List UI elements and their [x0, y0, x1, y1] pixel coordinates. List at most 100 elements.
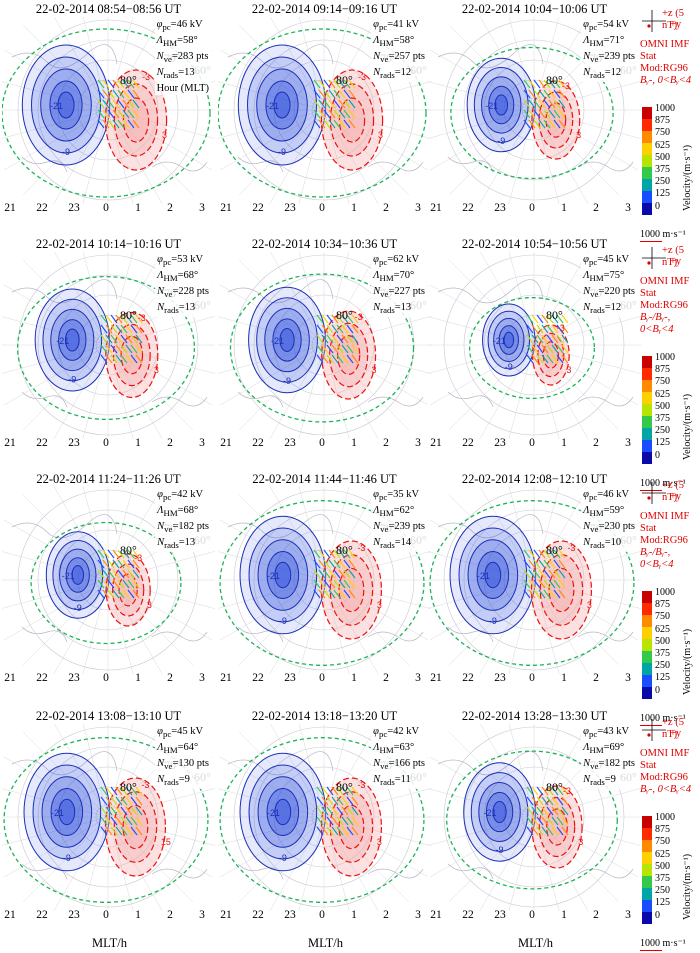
reference-vector — [640, 725, 662, 726]
colorbar-title: Velocity/(m·s⁻¹) — [682, 628, 693, 695]
contour-label: -9 — [496, 845, 504, 855]
contour-label: -3 — [357, 780, 365, 790]
mlt-tick-label: 3 — [199, 202, 205, 214]
mlt-axis-ticks: 21 22 23 0 1 2 3 — [428, 672, 641, 686]
colorbar-tick: 250 — [655, 425, 670, 437]
mlt-tick-label: 23 — [284, 909, 296, 921]
colorbar-tick: 875 — [655, 824, 670, 836]
colorbar-tick: 125 — [655, 437, 670, 449]
vector-count-value: 257 pts — [394, 51, 425, 63]
colorbar-swatch — [642, 639, 652, 651]
hour-label: Hour (MLT) — [156, 83, 209, 95]
contour-label: -3 — [557, 323, 565, 333]
mlt-tick-label: 0 — [103, 672, 109, 684]
contour-label: -3 — [563, 786, 571, 796]
mlt-tick-label: 2 — [593, 672, 599, 684]
colorbar-tick: 750 — [655, 376, 670, 388]
latitude-label: 80° — [120, 543, 137, 557]
mlt-tick-label: 22 — [252, 437, 264, 449]
contour-label: 3 — [377, 837, 382, 847]
panel-time-title: 22-02-2014 09:14−09:16 UT — [251, 2, 398, 16]
mlt-tick-label: 3 — [625, 202, 631, 214]
mlt-tick-label: 1 — [561, 672, 567, 684]
imf-condition: Bᵧ-/Bᵧ-, 0<Bᵧ<4 — [640, 312, 674, 335]
vector-count-value: 228 pts — [178, 286, 209, 298]
contour-label: -21 — [51, 808, 64, 818]
imf-legend: +z (5 nT) +y OMNI IMF Stat Mod:RG96 Bᵧ-/Bᵧ-,… — [640, 480, 700, 726]
imf-z-label: +z (5 nT) — [662, 480, 684, 503]
reference-vector — [640, 241, 662, 242]
imf-z-label: +z (5 nT) — [662, 8, 684, 31]
mlt-tick-label: 0 — [103, 909, 109, 921]
reference-vector — [640, 490, 662, 491]
pcp-value: 46 kV — [603, 489, 630, 500]
colorbar-tick: 875 — [655, 599, 670, 611]
colorbar-swatch — [642, 840, 652, 852]
colorbar-tick: 250 — [655, 885, 670, 897]
mlt-tick-label: 2 — [593, 909, 599, 921]
colorbar-swatch — [642, 864, 652, 876]
mlt-tick-label: 1 — [351, 909, 357, 921]
hm-latitude-value: 59° — [609, 505, 625, 517]
imf-source: OMNI IMF — [640, 276, 690, 287]
panel-stats: φpc=42 kV ΛHM=68° Nve=182 pts Nrads=13 — [155, 488, 211, 553]
mlt-tick-label: 21 — [430, 202, 442, 214]
latitude-label: 80° — [336, 73, 353, 87]
colorbar-tick: 375 — [655, 413, 670, 424]
mlt-tick-label: 3 — [415, 672, 421, 684]
panel-stats: φpc=45 kV ΛHM=64° Nve=130 pts Nrads=9 — [155, 725, 211, 790]
contour-label: -21 — [50, 101, 63, 111]
latitude-label: 80° — [546, 308, 563, 322]
mlt-tick-label: 21 — [220, 672, 232, 684]
colorbar-tick: 500 — [655, 635, 670, 647]
mlt-tick-label: 3 — [199, 909, 205, 921]
colorbar-swatch — [642, 591, 652, 603]
imf-model: Stat Mod:RG96 — [640, 523, 688, 546]
mlt-tick-label: 1 — [561, 437, 567, 449]
mlt-tick-label: 23 — [494, 909, 506, 921]
contour-label: -9 — [63, 853, 71, 863]
mlt-tick-label: 23 — [284, 202, 296, 214]
hm-latitude-value: 69° — [609, 742, 625, 754]
convection-map-panel: 22-02-2014 11:24−11:26 UT-21-9-3380°70°6… — [2, 472, 215, 692]
colorbar-swatch — [642, 356, 652, 368]
imf-model: Stat Mod:RG96 — [640, 288, 688, 311]
velocity-colorbar: 1000 875 750 625 500 375 250 125 0 Velocity/(m·s⁻… — [640, 812, 700, 932]
x-axis-label: MLT/h — [92, 936, 127, 950]
mlt-axis-ticks: 21 22 23 0 1 2 3 — [2, 909, 215, 923]
contour-label: 3 — [377, 600, 382, 610]
convection-map-panel: 22-02-2014 10:34−10:36 UT -21 -9 -3 3 80° 70° 6… — [218, 237, 431, 457]
hm-latitude-value: 58° — [399, 35, 415, 47]
panel-time-title: 22-02-2014 10:54−10:56 UT — [461, 237, 608, 251]
mlt-tick-label: 22 — [36, 437, 48, 449]
colorbar-swatch — [642, 143, 652, 155]
vector-count-value: 182 pts — [178, 521, 209, 533]
pcp-value: 43 kV — [603, 726, 630, 737]
contour-label: -21 — [485, 101, 498, 111]
mlt-tick-label: 21 — [4, 672, 16, 684]
imf-axis-icon — [642, 10, 666, 32]
convection-map-panel: 22-02-2014 10:14−10:16 UT-21-9-3380°70°6… — [2, 237, 215, 457]
pcp-value: 46 kV — [176, 19, 203, 30]
panel-stats: φpc=35 kV ΛHM=62° Nve=239 pts Nrads=14 — [371, 488, 427, 553]
colorbar-swatch — [642, 179, 652, 191]
latitude-label: 80° — [546, 780, 563, 794]
colorbar-tick: 875 — [655, 364, 670, 376]
colorbar-tick: 375 — [655, 164, 670, 175]
mlt-tick-label: 23 — [68, 672, 80, 684]
pcp-value: 35 kV — [393, 489, 420, 500]
colorbar-swatch — [642, 107, 652, 119]
colorbar-swatch — [642, 404, 652, 416]
panel-stats: φpc=54 kV ΛHM=71° Nve=239 pts Nrads=12 — [581, 18, 637, 83]
colorbar-tick: 0 — [655, 449, 660, 461]
mlt-axis-ticks: 21 22 23 0 1 2 3 — [2, 672, 215, 686]
colorbar-tick: 1000 — [655, 812, 675, 823]
x-axis-label: MLT/h — [308, 936, 343, 950]
hm-latitude-value: 68° — [183, 505, 199, 517]
colorbar-swatch — [642, 155, 652, 167]
imf-legend: +z (5 nT) +y OMNI IMF Stat Mod:RG96 Bᵧ-/Bᵧ-,… — [640, 245, 700, 491]
contour-label: 3 — [372, 365, 377, 375]
